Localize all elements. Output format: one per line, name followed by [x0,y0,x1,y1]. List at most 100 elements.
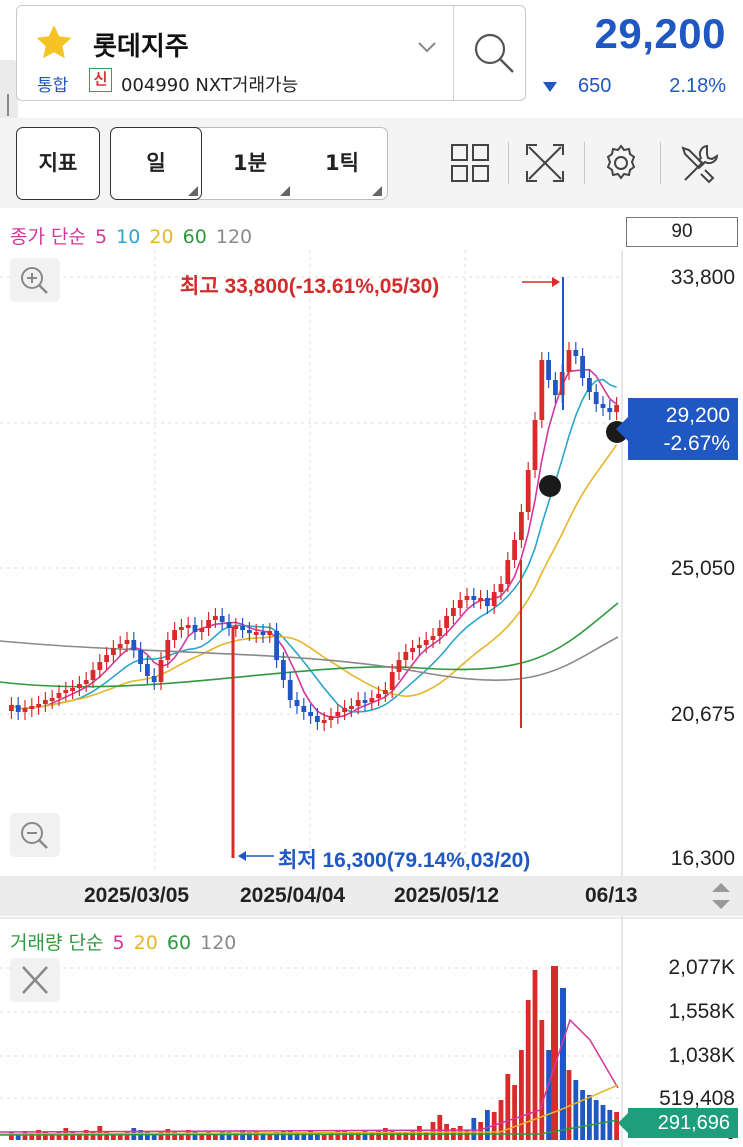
volume-bar [403,1133,409,1140]
candle-body [281,660,286,680]
candle-body [260,632,266,635]
close-icon [22,966,48,994]
high-arrow-head [552,277,560,287]
current-price: 29,200 [594,10,726,57]
volume-bar [512,1085,517,1140]
volume-bar [213,1134,218,1140]
price-chart[interactable] [0,208,743,1147]
candle-body [36,704,41,707]
zoom-out-button[interactable] [10,813,60,857]
candle-body [553,380,558,395]
divider [453,6,454,100]
moving-average-lines [0,368,619,718]
tools-icon[interactable] [677,142,719,184]
volume-axis-label: 2,077K [668,956,735,979]
close-volume-button[interactable] [10,958,60,1002]
candle-body [192,625,198,632]
volume-bar [294,1132,300,1140]
y-axis-label: 33,800 [670,266,735,289]
volume-bar [532,970,538,1140]
volume-bar [355,1132,361,1140]
candle-body [587,378,592,392]
volume-bar [410,1130,415,1140]
ma-line [11,378,617,713]
volume-bar [49,1134,55,1140]
candle-body [362,700,368,703]
volume-bar [430,1122,436,1140]
volume-bar [566,1070,572,1140]
volume-bar [301,1133,307,1140]
volume-axis-label: 1,558K [668,1000,735,1023]
stock-name: 롯데지주 [93,32,189,62]
candle-body [485,598,490,606]
volume-bar [478,1122,483,1140]
candle-body [437,628,443,636]
date-label: 2025/03/05 [84,884,190,907]
fullscreen-icon[interactable] [524,142,566,184]
chevron-down-icon[interactable] [417,40,437,54]
candle-body [505,560,511,584]
candle-body [593,392,599,404]
dropdown-corner-icon [280,186,290,196]
candle-body [104,655,109,662]
volume-bar [247,1132,252,1140]
candle-body [376,694,381,698]
volume-bar [70,1132,75,1140]
legend-ma10: 10 [116,226,141,248]
candle-body [301,706,307,712]
volume-bar [539,1020,545,1140]
stock-selector[interactable]: 롯데지주 통합 신 004990 NXT거래가능 [16,5,526,101]
candle-body [383,690,388,694]
ma-line [11,368,618,718]
candle-body [22,708,28,712]
legend-ma5: 5 [95,226,108,248]
volume-bar [172,1132,177,1140]
volume-bar [587,1095,592,1140]
candle-body [63,690,69,693]
search-icon[interactable] [469,28,519,78]
settings-gear-icon[interactable] [600,142,642,184]
volume-bar [267,1134,273,1140]
indicator-button[interactable]: 지표 [16,127,100,200]
divider [660,142,661,184]
favorite-star-icon[interactable] [33,22,75,64]
candle-body [274,631,279,660]
scroll-updown-icon[interactable] [706,878,736,914]
low-annotation: 최저 16,300(79.14%,03/20) [278,849,531,872]
candle-body [410,648,415,652]
candle-body [90,670,96,680]
candle-body [403,652,409,660]
grid-layout-icon[interactable] [449,142,491,184]
tag-percent: -2.67% [663,432,730,455]
candle-body [321,720,327,723]
period-1tick-button[interactable]: 1틱 [325,151,359,175]
candle-body [70,688,75,691]
volume-bar [233,1133,239,1140]
candle-body [457,600,463,608]
legend-title: 종가 단순 [10,226,86,248]
legend-ma120: 120 [215,226,253,248]
divider [508,142,509,184]
volume-bar [423,1132,429,1140]
volume-bar [471,1118,477,1140]
zoom-in-button[interactable] [10,258,60,302]
volume-bar [274,1132,279,1140]
candle-body [165,640,171,660]
volume-bar [192,1131,198,1140]
period-day-button[interactable]: 일 [110,127,202,200]
volume-bar [498,1100,504,1140]
price-change: 650 [578,75,612,97]
price-legend[interactable]: 종가 단순 5 10 20 60 120 [10,222,255,249]
volume-ma-line [0,1119,619,1136]
volume-bar [111,1133,116,1140]
period-count-box[interactable]: 90 [626,217,738,247]
down-arrow-icon [543,82,557,92]
candle-body [539,360,545,420]
period-1min-button[interactable]: 1분 [233,151,267,175]
high-annotation: 최고 33,800(-13.61%,05/30) [180,275,440,298]
candle-body [315,716,320,722]
date-label: 2025/05/12 [394,884,500,907]
date-axis[interactable] [0,876,743,916]
volume-legend[interactable]: 거래량 단순 5 20 60 120 [10,928,239,955]
volume-bar [206,1132,211,1140]
